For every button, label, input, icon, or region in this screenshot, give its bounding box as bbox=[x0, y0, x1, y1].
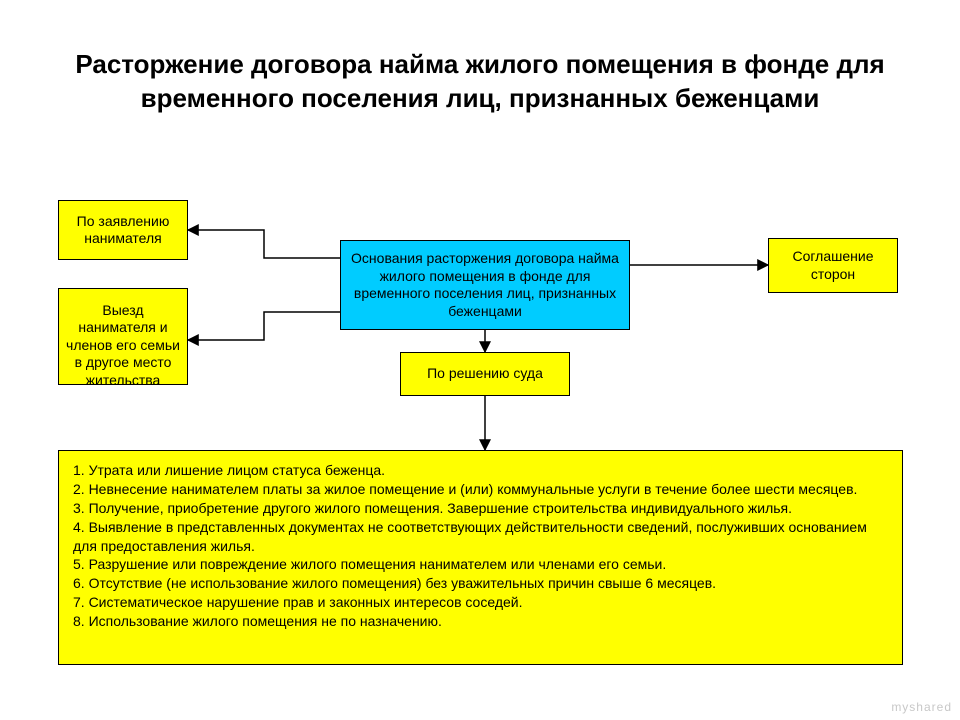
watermark: myshared bbox=[891, 700, 952, 714]
node-agreement-of-parties: Соглашение сторон bbox=[768, 238, 898, 293]
list-item: 8. Использование жилого помещения не по … bbox=[73, 612, 888, 631]
node-by-court-decision: По решению суда bbox=[400, 352, 570, 396]
list-item: 2. Невнесение нанимателем платы за жилое… bbox=[73, 480, 888, 499]
edge bbox=[188, 230, 340, 258]
node-court-grounds-list: 1. Утрата или лишение лицом статуса беже… bbox=[58, 450, 903, 665]
edge bbox=[188, 312, 340, 340]
node-tenant-relocation: Выезд нанимателя и членов его семьи в др… bbox=[58, 288, 188, 403]
list-item: 7. Систематическое нарушение прав и зако… bbox=[73, 593, 888, 612]
list-item: 3. Получение, приобретение другого жилог… bbox=[73, 499, 888, 518]
page-title: Расторжение договора найма жилого помеще… bbox=[0, 48, 960, 116]
list-item: 1. Утрата или лишение лицом статуса беже… bbox=[73, 461, 888, 480]
node-by-tenant-application: По заявлению нанимателя bbox=[58, 200, 188, 260]
list-item: 4. Выявление в представленных документах… bbox=[73, 518, 888, 556]
list-item: 6. Отсутствие (не использование жилого п… bbox=[73, 574, 888, 593]
list-item: 5. Разрушение или повреждение жилого пом… bbox=[73, 555, 888, 574]
node-center-grounds: Основания расторжения договора найма жил… bbox=[340, 240, 630, 330]
